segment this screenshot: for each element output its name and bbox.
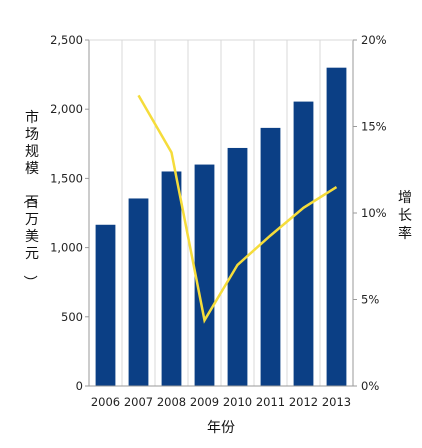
- right-tick-label: 5%: [361, 293, 379, 307]
- left-axis-title-char: 模: [25, 161, 39, 177]
- x-tick-label: 2011: [256, 395, 285, 409]
- left-tick-label: 1,000: [50, 241, 83, 255]
- x-tick-label: 2006: [91, 395, 120, 409]
- left-axis-title: 市场规模 （百万美元 ）: [21, 109, 39, 289]
- bar: [161, 171, 182, 386]
- right-axis-ticks: 0% 5% 10% 15% 20%: [353, 33, 387, 393]
- right-tick-label: 10%: [361, 206, 387, 220]
- left-axis-title-char: 规: [25, 144, 39, 160]
- x-axis-ticks: 2006 2007 2008 2009 2010 2011 2012 2013: [91, 395, 351, 409]
- x-axis-title: 年份: [207, 420, 235, 436]
- bar: [260, 127, 281, 386]
- growth-line-series: [137, 94, 338, 324]
- bar: [194, 164, 215, 386]
- left-axis-title-char: 市: [25, 109, 39, 126]
- left-axis-title-char: 元: [25, 246, 39, 262]
- left-tick-label: 2,500: [50, 33, 83, 47]
- right-tick-label: 20%: [361, 33, 387, 47]
- x-tick-label: 2007: [124, 395, 153, 409]
- left-axis-title-char: 美: [25, 229, 39, 245]
- bar-series: [95, 67, 347, 387]
- left-tick-label: 500: [61, 310, 83, 324]
- left-axis-title-char: 场: [25, 127, 39, 143]
- left-tick-label: 1,500: [50, 171, 83, 185]
- left-tick-label: 0: [76, 379, 83, 393]
- left-axis-ticks: 0 500 1,000 1,500 2,000 2,500: [50, 33, 89, 393]
- bar: [95, 224, 116, 386]
- right-axis-title-char: 增: [398, 190, 412, 206]
- growth-line: [137, 94, 338, 324]
- bar: [293, 101, 314, 386]
- bar: [326, 67, 347, 387]
- left-axis-title-char: 百: [25, 195, 39, 211]
- x-tick-label: 2009: [190, 395, 219, 409]
- bar: [128, 198, 149, 386]
- left-axis-title-char: （: [21, 190, 37, 204]
- right-axis-title-char: 率: [398, 225, 412, 242]
- x-tick-label: 2013: [322, 395, 351, 409]
- right-tick-label: 15%: [361, 120, 387, 134]
- right-axis-title-char: 长: [398, 208, 412, 224]
- x-tick-label: 2008: [157, 395, 186, 409]
- axis-titles: 年份 市场规模 （百万美元 ） 增长率: [21, 109, 412, 436]
- x-tick-label: 2010: [223, 395, 252, 409]
- left-axis-title-char: 万: [25, 212, 39, 228]
- right-tick-label: 0%: [361, 379, 379, 393]
- x-tick-label: 2012: [289, 395, 318, 409]
- left-axis-title-char: ）: [21, 275, 37, 289]
- right-axis-title: 增长率: [398, 190, 412, 242]
- left-tick-label: 2,000: [50, 102, 83, 116]
